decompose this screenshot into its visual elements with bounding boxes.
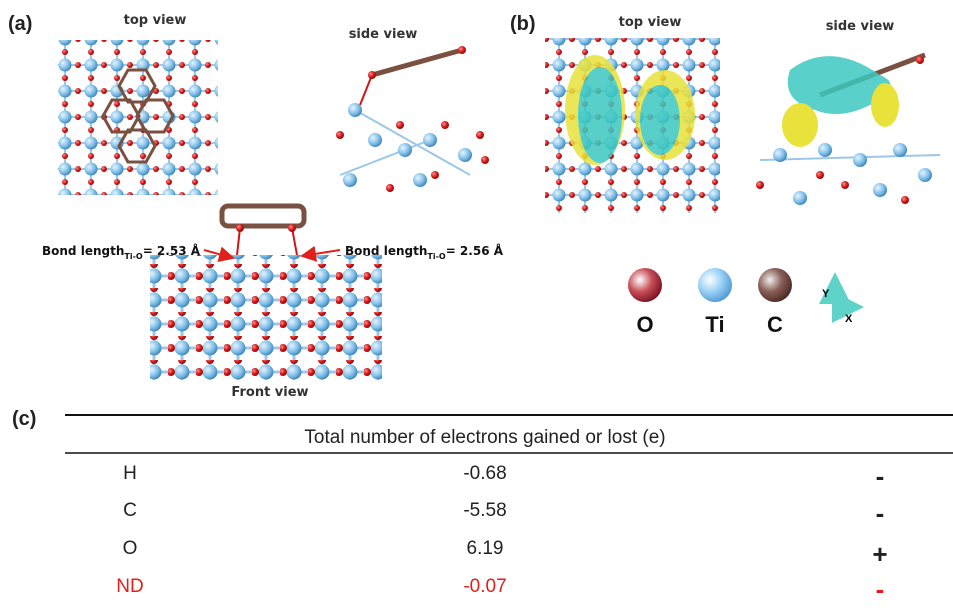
view-label: side view (826, 19, 895, 34)
table-header: Total number of electrons gained or lost… (304, 427, 665, 448)
bond-value: = 2.53 Å (143, 243, 201, 258)
table-body: H -0.68 - C -5.58 - O 6.19 + ND -0.07 - (116, 461, 887, 604)
legend-label: C (767, 312, 783, 337)
legend-label: O (636, 312, 653, 337)
cell: O (123, 538, 138, 559)
cell: C (123, 500, 137, 521)
bond-subscript: Ti-O (124, 252, 143, 261)
cell: ND (116, 576, 143, 597)
legend-label: Ti (705, 312, 724, 337)
panel-label: (a) (8, 13, 32, 35)
page: (a) top view side view Bond lengthTi-O= … (0, 0, 953, 612)
side-structure-a (336, 46, 489, 192)
panel-label: (c) (12, 408, 36, 430)
cell: -5.58 (463, 500, 506, 521)
figure: (a) top view side view Bond lengthTi-O= … (0, 0, 953, 612)
bond-text: Bond length (345, 244, 427, 258)
cell: - (876, 574, 885, 604)
cell: -0.68 (463, 463, 506, 484)
legend-c-atom (758, 268, 792, 302)
axis-label: X (845, 313, 853, 325)
lattice-front-view (150, 255, 382, 380)
panel-label: (b) (510, 13, 536, 35)
legend-o-atom (628, 268, 662, 302)
cell: 6.19 (467, 538, 504, 559)
view-label: side view (349, 27, 418, 42)
cell: + (872, 539, 887, 569)
view-label: top view (619, 15, 682, 30)
cell: - (876, 498, 885, 528)
legend-ti-atom (698, 268, 732, 302)
view-label: Front view (231, 385, 308, 400)
axis-label: Y (822, 288, 830, 300)
bond-subscript: Ti-O (427, 252, 446, 261)
bond-text: Bond length (42, 244, 124, 258)
bond-value: = 2.56 Å (446, 243, 504, 258)
cell: -0.07 (463, 576, 506, 597)
cell: - (876, 461, 885, 491)
molecule-front (222, 206, 304, 255)
view-label: top view (124, 13, 187, 28)
side-structure-b (756, 55, 940, 205)
cell: H (123, 463, 137, 484)
